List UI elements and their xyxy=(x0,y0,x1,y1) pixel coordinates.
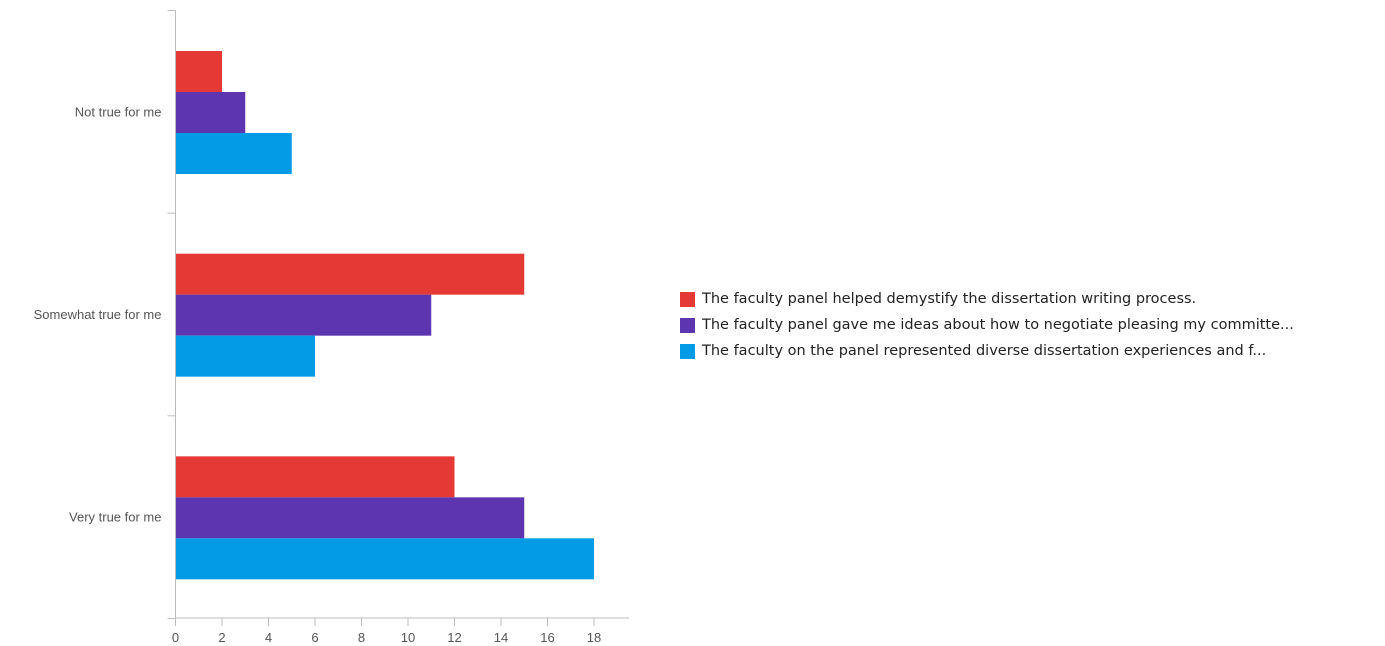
x-tick-label: 16 xyxy=(540,630,554,645)
legend-item[interactable]: The faculty panel helped demystify the d… xyxy=(680,286,1380,312)
label-layer: 0 2 4 6 8 10 12 14 16 18 Not true for me Somewhat t… xyxy=(34,104,602,645)
category-label: Very true for me xyxy=(69,510,161,525)
bar-1-2 xyxy=(176,253,525,295)
x-tick-label: 4 xyxy=(265,630,272,645)
bar-3-2 xyxy=(176,335,315,377)
legend-item[interactable]: The faculty panel gave me ideas about ho… xyxy=(680,312,1380,338)
x-tick-label: 2 xyxy=(218,630,225,645)
bar-2-3 xyxy=(176,497,525,539)
category-label: Somewhat true for me xyxy=(34,307,162,322)
bar-3-3 xyxy=(176,538,594,580)
x-tick-label: 8 xyxy=(358,630,365,645)
x-tick-label: 6 xyxy=(311,630,318,645)
x-tick-label: 14 xyxy=(494,630,508,645)
legend-swatch xyxy=(680,317,695,333)
legend-label: The faculty on the panel represented div… xyxy=(702,343,1267,359)
x-tick-label: 12 xyxy=(447,630,461,645)
x-tick-label: 0 xyxy=(172,630,179,645)
bar-2-2 xyxy=(176,294,432,336)
x-tick-label: 18 xyxy=(587,630,601,645)
legend-swatch xyxy=(680,291,695,307)
bar-2-1 xyxy=(176,92,246,133)
x-tick-label: 10 xyxy=(401,630,415,645)
bar-layer xyxy=(176,51,594,580)
bar-3-1 xyxy=(176,133,292,174)
axis-layer xyxy=(167,10,629,626)
bar-1-3 xyxy=(176,456,455,498)
legend-label: The faculty panel helped demystify the d… xyxy=(702,291,1197,307)
bar-1-1 xyxy=(176,51,222,92)
legend-item[interactable]: The faculty on the panel represented div… xyxy=(680,338,1380,364)
legend: The faculty panel helped demystify the d… xyxy=(680,286,1380,364)
legend-swatch xyxy=(680,343,695,359)
category-label: Not true for me xyxy=(75,104,162,119)
legend-label: The faculty panel gave me ideas about ho… xyxy=(702,317,1294,333)
